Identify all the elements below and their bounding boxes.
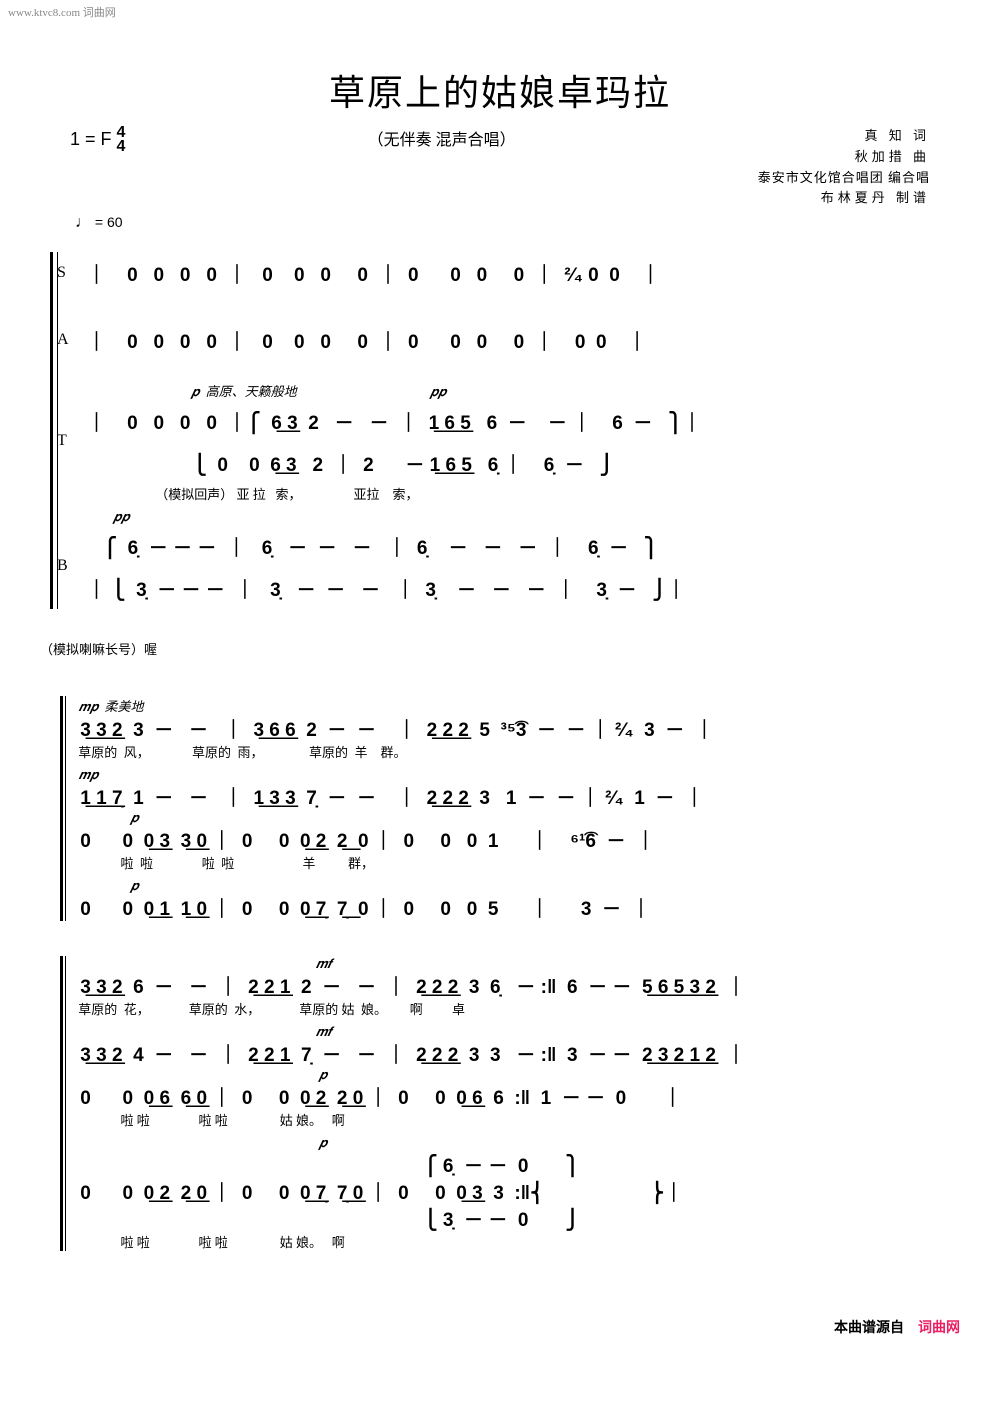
time-signature: 4 4 <box>117 126 126 155</box>
lyricist: 真 知 词 <box>758 126 930 147</box>
part-label-b: B <box>57 557 87 575</box>
header-row: 1 = F 4 4 （无伴奏 混声合唱） 真 知 词 秋加措 曲 泰安市文化馆合… <box>70 126 930 209</box>
page-title: 草原上的姑娘卓玛拉 <box>40 64 960 116</box>
sys2-dyn1: 𝒎𝒑 柔美地 <box>75 696 960 715</box>
footer: 本曲谱源自 词曲网 <box>0 1297 1000 1357</box>
credits-block: 真 知 词 秋加措 曲 泰安市文化馆合唱团 编合唱 布林夏丹 制谱 <box>758 126 930 209</box>
sys3-line1: 3͟ ͟3͟ ͟2 6 － － ｜ 2͟ ͟2͟ ͟1 2 － － ｜ 2͟ ͟… <box>75 972 960 999</box>
soprano-line: S ｜ 0 0 0 0 ｜ 0 0 0 0 ｜ 0 0 0 0 ｜ ²⁄₄ 0 … <box>57 252 960 294</box>
sys2-dyn4: 𝒑 <box>75 878 960 894</box>
sys3-lyric1: 草原的 花， 草原的 水， 草原的 姑 娘。 啊 卓 <box>75 999 960 1018</box>
tempo-note-icon: ♩ <box>75 214 91 231</box>
bass-notes-1: ⎧ 6̣ － － － ｜ 6̣ － － － ｜ 6̣ － － － ｜ 6̣ － … <box>87 533 960 560</box>
soprano-notes: ｜ 0 0 0 0 ｜ 0 0 0 0 ｜ 0 0 0 0 ｜ ²⁄₄ 0 0 … <box>87 260 960 287</box>
sys2-dyn2: 𝒎𝒑 <box>75 767 960 783</box>
tenor-line-2: ⎩ 0 0 6͟ ͟3 2 ｜ 2 － 1͟ ͟6͟ ͟5 6̣ ｜ 6̣ － … <box>57 442 960 484</box>
sys3-line4: 0 0 0͟ ͟2 2͟ ͟0 ｜ 0 0 0͟ ͟7̣ 7̣͟ ͟0 ｜ 0 … <box>75 1178 960 1205</box>
footer-text: 本曲谱源自 <box>834 1321 904 1336</box>
arranger: 泰安市文化馆合唱团 编合唱 <box>758 168 930 189</box>
sys3-line4a: ⎧ 6̣ － － 0 ⎫ <box>75 1151 960 1178</box>
footer-link[interactable]: 词曲网 <box>918 1321 960 1336</box>
tempo-marking: ♩ = 60 <box>75 214 960 232</box>
sys2-dyn3: 𝒑 <box>75 810 960 826</box>
sys3-lyric4: 啦 啦 啦 啦 姑 娘。 啊 <box>75 1232 960 1251</box>
sys2-line2: 1͟ ͟1͟ ͟7̣ 1 － － ｜ 1͟ ͟3͟ ͟3 7̣ － － ｜ 2͟… <box>75 783 960 810</box>
ts-den: 4 <box>117 140 126 154</box>
sys3-line2: 3͟ ͟3͟ ͟2 4 － － ｜ 2͟ ͟2͟ ͟1 7̣ － － ｜ 2͟ … <box>75 1040 960 1067</box>
tenor-dynamic: 𝒑 高原、天籁般地 𝒑𝒑 <box>57 381 960 400</box>
bass-dynamic: 𝒑𝒑 <box>57 509 960 525</box>
system-2: 𝒎𝒑 柔美地 3͟ ͟3͟ ͟2 3 － － ｜ 3͟ ͟6͟ ͟6 2 － －… <box>60 696 960 921</box>
key-signature: 1 = F 4 4 <box>70 126 125 155</box>
sys3-dynr3: 𝒑 <box>75 1067 960 1083</box>
composer: 秋加措 曲 <box>758 147 930 168</box>
sys3-dynr4: 𝒑 <box>75 1135 960 1151</box>
sys2-line3: 0 0 0͟ ͟3 3͟ ͟0 ｜ 0 0 0͟ ͟2 2͟ 0 ｜ 0 0 0… <box>75 826 960 853</box>
part-label-t: T <box>57 432 87 450</box>
tenor-lyrics: （模拟回声） 亚 拉 索， 亚拉 索， <box>57 484 960 503</box>
system-3: 𝒎𝒇 3͟ ͟3͟ ͟2 6 － － ｜ 2͟ ͟2͟ ͟1 2 － － ｜ 2… <box>60 956 960 1251</box>
tempo-value: = 60 <box>95 214 123 230</box>
sys2-line1: 3͟ ͟3͟ ͟2 3 － － ｜ 3͟ ͟6͟ ͟6 2 － － ｜ 2͟ ͟… <box>75 715 960 742</box>
score-page: 草原上的姑娘卓玛拉 1 = F 4 4 （无伴奏 混声合唱） 真 知 词 秋加措… <box>0 24 1000 1297</box>
watermark-text: www.ktvc8.com 词曲网 <box>0 0 1000 24</box>
sys3-dynr2: 𝒎𝒇 <box>75 1024 960 1040</box>
bass-line-1: B ⎧ 6̣ － － － ｜ 6̣ － － － ｜ 6̣ － － － ｜ 6̣ … <box>57 525 960 567</box>
sys2-lyric1: 草原的 风， 草原的 雨， 草原的 羊 群。 <box>75 742 960 761</box>
tenor-notes-1: ｜ 0 0 0 0 ｜⎧ 6͟ ͟3 2 － － ｜ 1͟ ͟6͟ ͟5 6 －… <box>87 408 960 435</box>
sys3-dynr1: 𝒎𝒇 <box>75 956 960 972</box>
sys3-line3: 0 0 0͟ ͟6 6͟ ͟0 ｜ 0 0 0͟ ͟2 2͟ ͟0 ｜ 0 0 … <box>75 1083 960 1110</box>
sys3-lyric3: 啦 啦 啦 啦 姑 娘。 啊 <box>75 1110 960 1129</box>
bass-line-2: ｜ ⎩ 3̣ － － － ｜ 3̣ － － － ｜ 3̣ － － － ｜ 3̣ … <box>57 567 960 609</box>
alto-notes: ｜ 0 0 0 0 ｜ 0 0 0 0 ｜ 0 0 0 0 ｜ 0 0 ｜ <box>87 327 960 354</box>
notation-credit: 布林夏丹 制谱 <box>758 188 930 209</box>
sys2-line4: 0 0 0͟ ͟1 1͟ ͟0 ｜ 0 0 0͟ ͟7̣ 7̣͟ 0 ｜ 0 0… <box>75 894 960 921</box>
system-1: S ｜ 0 0 0 0 ｜ 0 0 0 0 ｜ 0 0 0 0 ｜ ²⁄₄ 0 … <box>50 252 960 609</box>
tenor-notes-2: ⎩ 0 0 6͟ ͟3 2 ｜ 2 － 1͟ ͟6͟ ͟5 6̣ ｜ 6̣ － … <box>87 450 960 477</box>
part-label-s: S <box>57 264 87 282</box>
alto-line: A ｜ 0 0 0 0 ｜ 0 0 0 0 ｜ 0 0 0 0 ｜ 0 0 ｜ <box>57 319 960 361</box>
bass-notes-2: ｜ ⎩ 3̣ － － － ｜ 3̣ － － － ｜ 3̣ － － － ｜ 3̣ … <box>87 575 960 602</box>
part-label-a: A <box>57 331 87 349</box>
sys2-lyric3: 啦 啦 啦 啦 羊 群， <box>75 853 960 872</box>
tenor-line-1: T ｜ 0 0 0 0 ｜⎧ 6͟ ͟3 2 － － ｜ 1͟ ͟6͟ ͟5 6… <box>57 400 960 442</box>
sys3-line4b: ⎩ 3̣ － － 0 ⎭ <box>75 1205 960 1232</box>
subtitle: （无伴奏 混声合唱） <box>125 126 757 150</box>
annotation-horn: （模拟喇嘛长号）喔 <box>40 639 960 658</box>
key-text: 1 = F <box>70 129 112 149</box>
